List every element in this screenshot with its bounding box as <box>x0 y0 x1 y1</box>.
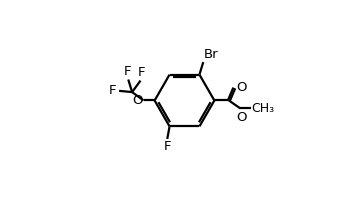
Text: CH₃: CH₃ <box>252 102 275 115</box>
Text: F: F <box>124 65 131 78</box>
Text: F: F <box>163 140 171 153</box>
Text: F: F <box>108 84 116 97</box>
Text: O: O <box>236 81 247 94</box>
Text: F: F <box>138 66 145 79</box>
Text: O: O <box>132 94 143 107</box>
Text: Br: Br <box>204 48 219 61</box>
Text: O: O <box>236 111 247 124</box>
